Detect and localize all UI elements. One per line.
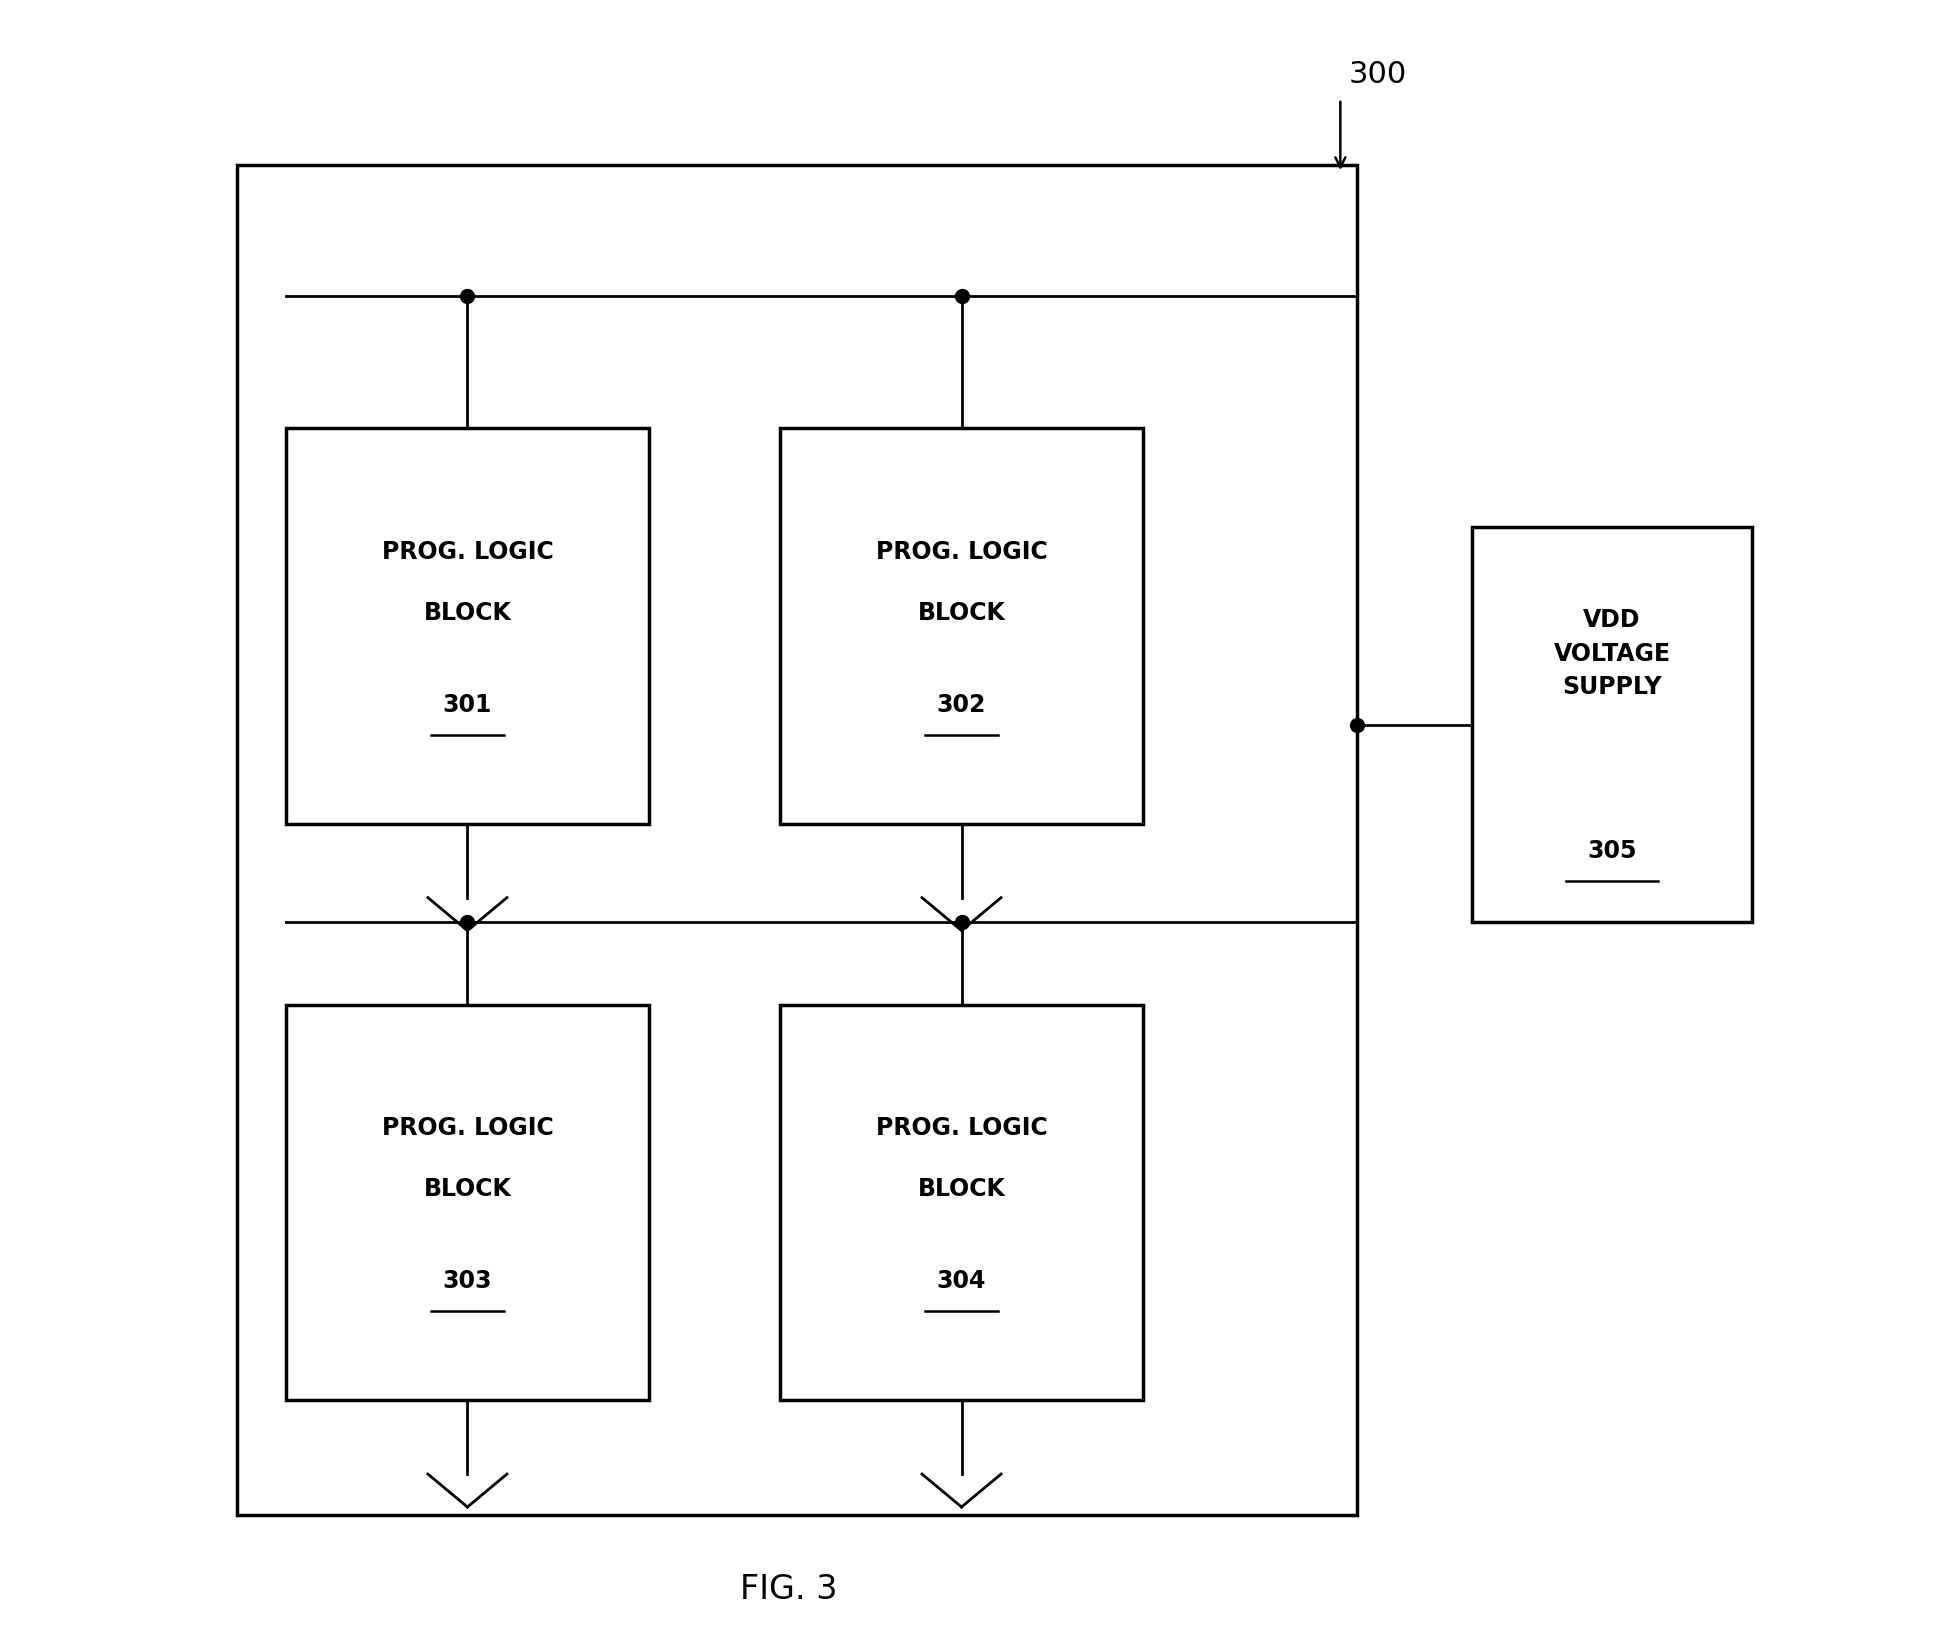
Text: 305: 305: [1587, 840, 1636, 863]
Point: [1341, 712, 1372, 738]
Text: BLOCK: BLOCK: [917, 601, 1005, 624]
Text: BLOCK: BLOCK: [917, 1178, 1005, 1201]
Text: PROG. LOGIC: PROG. LOGIC: [381, 540, 553, 563]
Text: 304: 304: [936, 1270, 985, 1293]
Point: [452, 283, 483, 310]
Point: [452, 909, 483, 935]
Text: BLOCK: BLOCK: [424, 1178, 510, 1201]
Text: PROG. LOGIC: PROG. LOGIC: [381, 1117, 553, 1140]
Bar: [285, 1005, 649, 1400]
Text: 300: 300: [1347, 59, 1406, 89]
Text: 303: 303: [442, 1270, 493, 1293]
Bar: [780, 1005, 1142, 1400]
Text: 301: 301: [442, 693, 493, 716]
Point: [946, 909, 978, 935]
Text: PROG. LOGIC: PROG. LOGIC: [876, 540, 1046, 563]
Bar: [1472, 527, 1752, 922]
Text: VDD
VOLTAGE
SUPPLY: VDD VOLTAGE SUPPLY: [1552, 608, 1670, 698]
Text: 302: 302: [936, 693, 985, 716]
Text: PROG. LOGIC: PROG. LOGIC: [876, 1117, 1046, 1140]
Bar: [237, 165, 1357, 1515]
Bar: [780, 428, 1142, 824]
Text: FIG. 3: FIG. 3: [739, 1573, 837, 1606]
Text: BLOCK: BLOCK: [424, 601, 510, 624]
Point: [946, 283, 978, 310]
Bar: [285, 428, 649, 824]
